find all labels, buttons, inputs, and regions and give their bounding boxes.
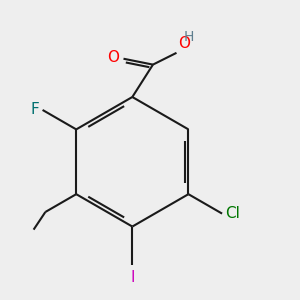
- Text: O: O: [107, 50, 119, 65]
- Text: O: O: [178, 36, 190, 51]
- Text: Cl: Cl: [225, 206, 240, 221]
- Text: I: I: [130, 270, 135, 285]
- Text: F: F: [30, 103, 39, 118]
- Text: H: H: [184, 30, 194, 44]
